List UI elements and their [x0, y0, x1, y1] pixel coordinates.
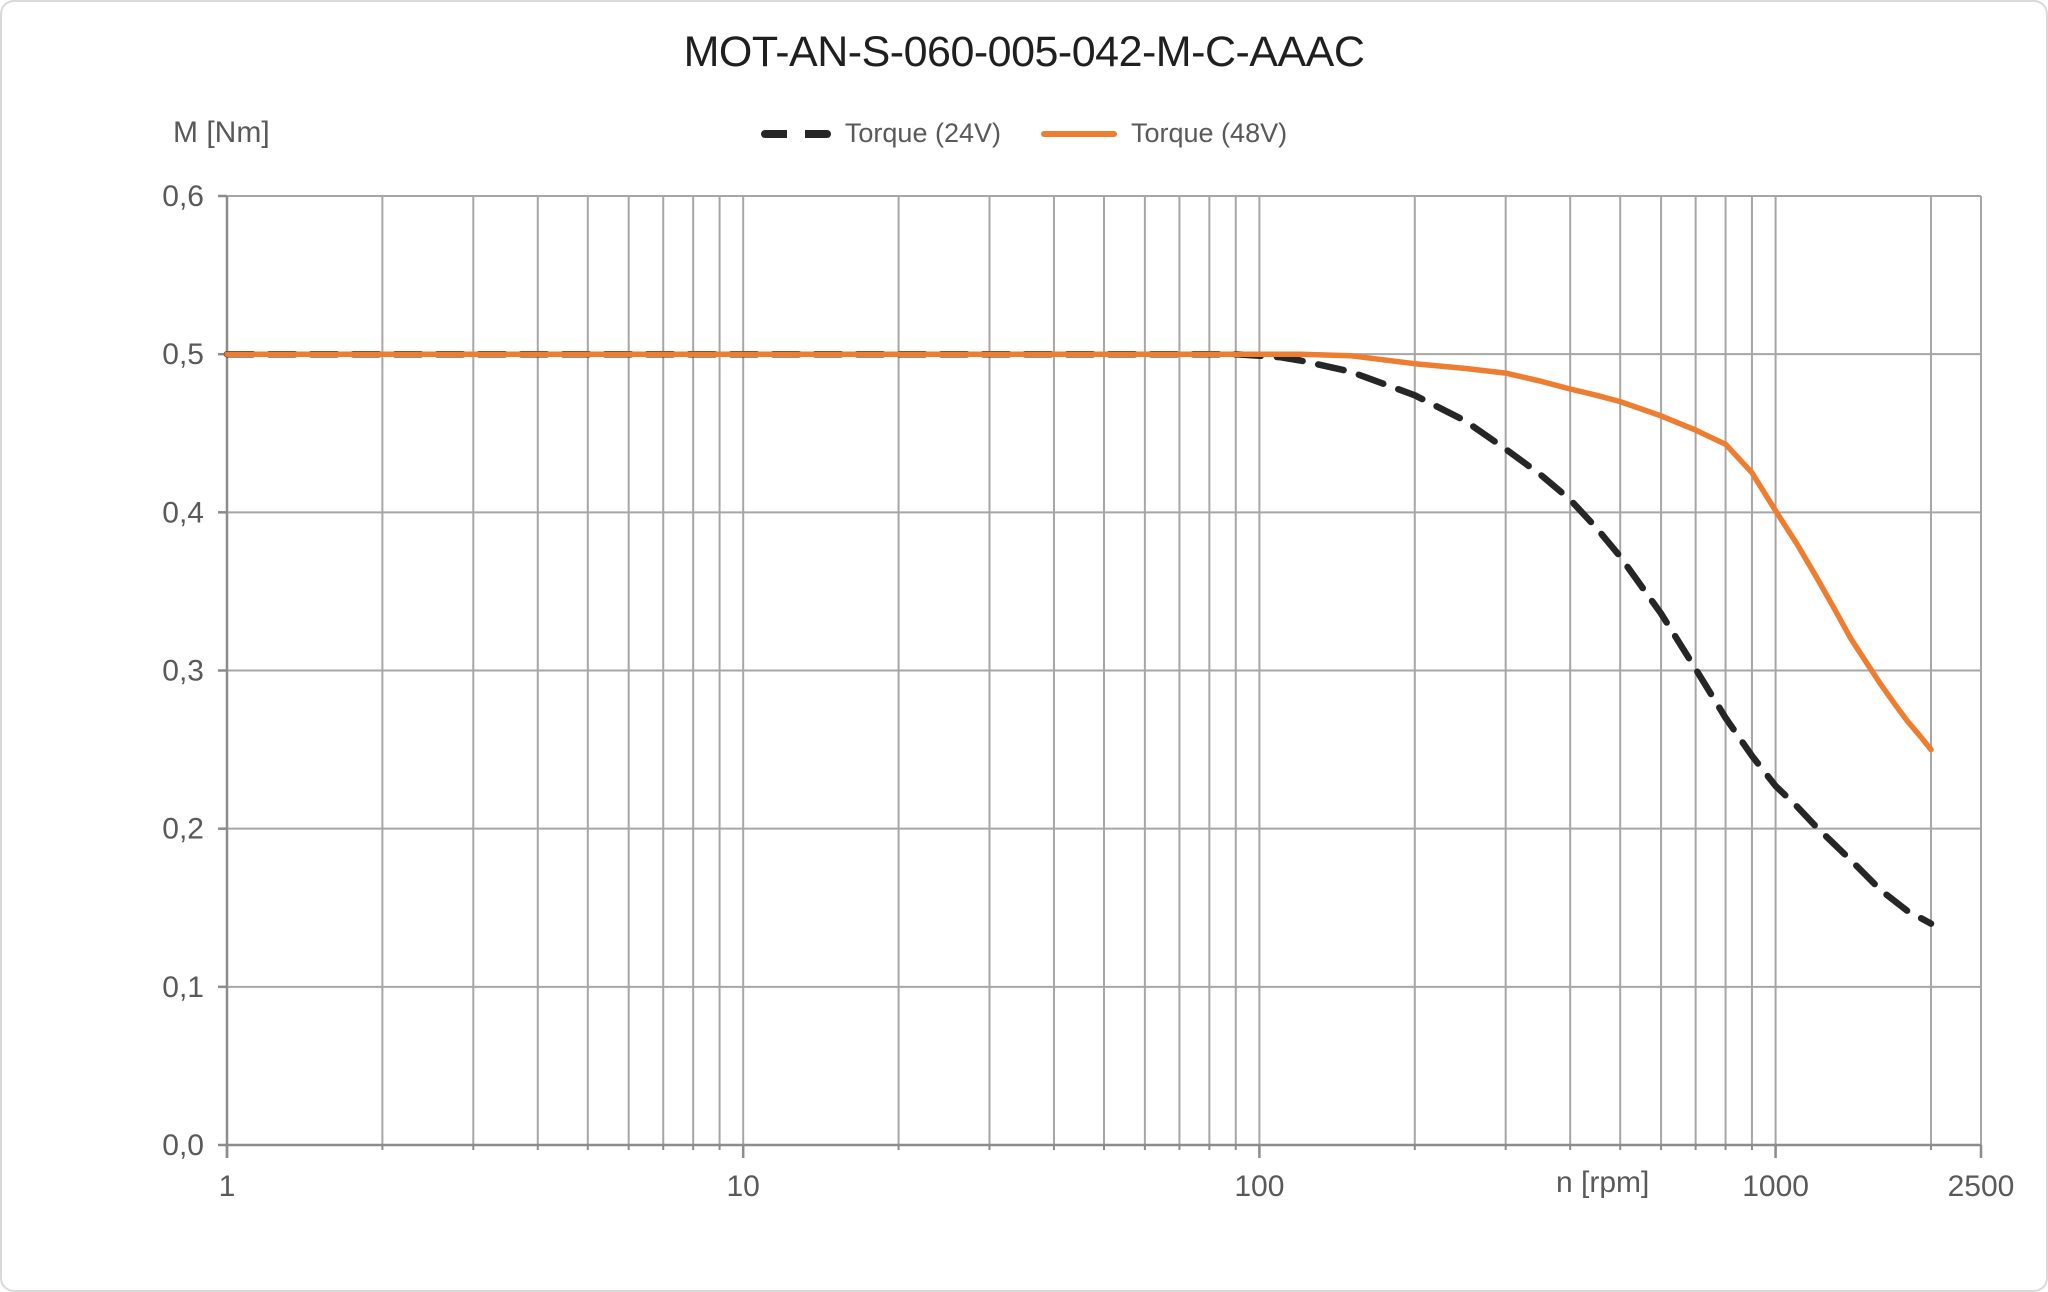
y-tick-label: 0,2	[162, 813, 204, 846]
legend-label-torque-24v: Torque (24V)	[844, 118, 1001, 148]
legend-label-torque-48v: Torque (48V)	[1131, 118, 1288, 148]
chart-title: MOT-AN-S-060-005-042-M-C-AAAC	[683, 28, 1365, 76]
y-tick-label: 0,5	[162, 338, 204, 371]
x-tick-label: 2500	[1948, 1170, 2015, 1203]
y-tick-label: 0,6	[162, 180, 204, 213]
y-tick-label: 0,4	[162, 496, 204, 529]
legend-item-torque-48v: Torque (48V)	[1041, 118, 1287, 149]
x-axis-title: n [rpm]	[1556, 1166, 1650, 1199]
y-tick-label: 0,1	[162, 971, 204, 1004]
x-tick-label: 1000	[1742, 1170, 1809, 1203]
x-tick-label: 1	[219, 1170, 236, 1203]
y-axis-title: M [Nm]	[173, 116, 270, 149]
y-tick-label: 0,3	[162, 655, 204, 688]
legend-item-torque-24v: Torque (24V)	[760, 118, 1001, 149]
y-tick-label: 0,0	[162, 1129, 204, 1162]
x-tick-label: 100	[1234, 1170, 1284, 1203]
dashed-line-swatch	[760, 129, 831, 138]
series-torque-24v	[223, 350, 1935, 927]
legend: Torque (24V) Torque (48V)	[0, 118, 2048, 149]
series-torque-48v	[224, 351, 1934, 753]
solid-line-swatch	[1041, 130, 1117, 137]
x-tick-label: 10	[727, 1170, 760, 1203]
